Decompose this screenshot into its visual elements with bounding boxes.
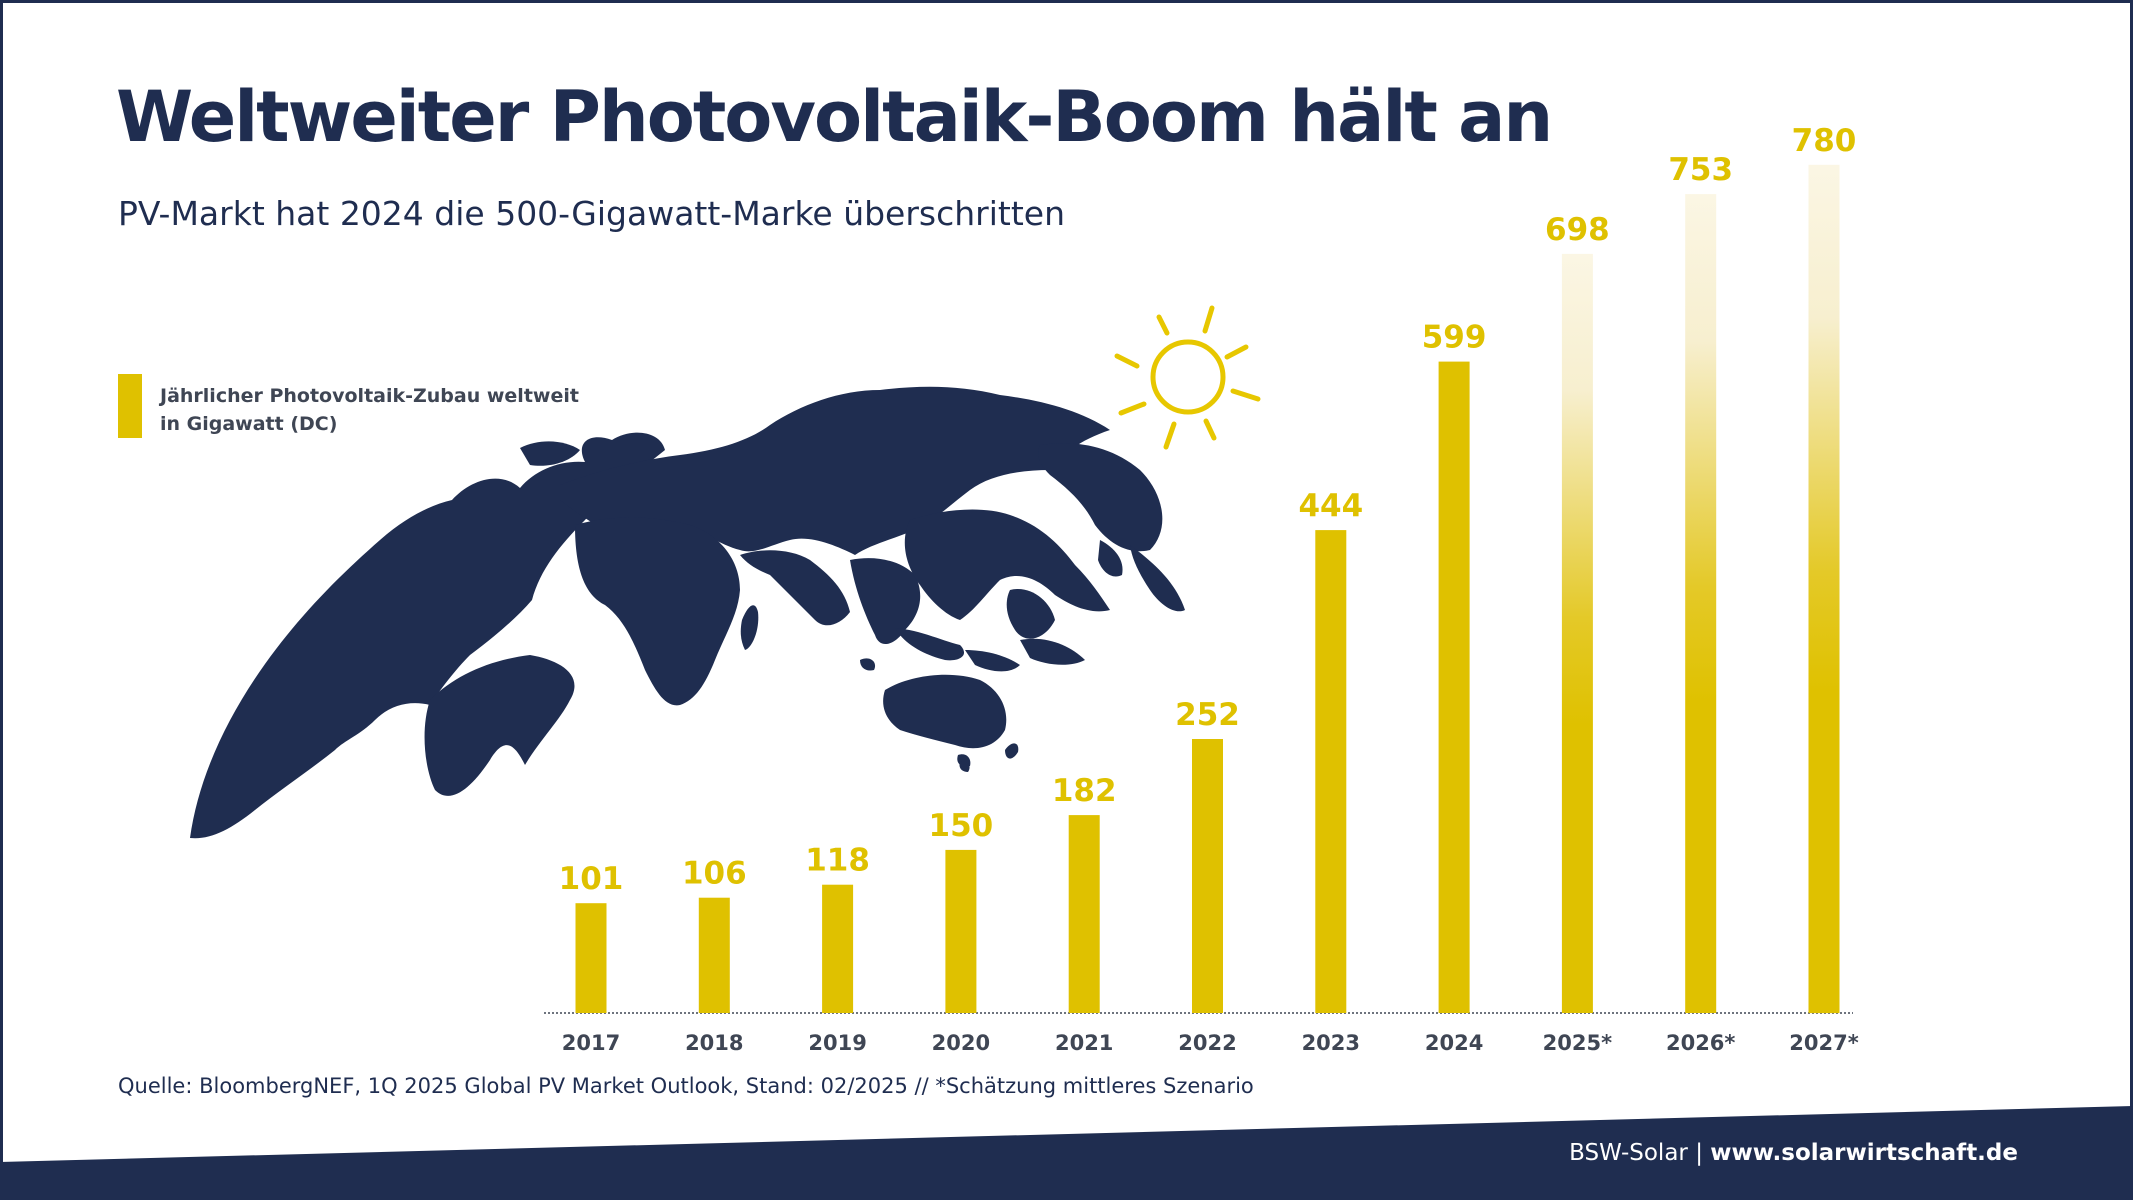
x-tick-label: 2025* xyxy=(1543,1031,1612,1055)
bar-2017 xyxy=(575,903,607,1013)
bar-2021 xyxy=(1068,815,1100,1013)
page-subtitle: PV-Markt hat 2024 die 500-Gigawatt-Marke… xyxy=(118,194,1066,233)
x-tick-label: 2022 xyxy=(1178,1031,1236,1055)
bar-2025-estimate xyxy=(1561,253,1593,1013)
bar-2019 xyxy=(822,884,854,1013)
legend-label: Jährlicher Photovoltaik-Zubau weltweit i… xyxy=(160,382,620,438)
x-tick-label: 2020 xyxy=(932,1031,990,1055)
globe-icon xyxy=(190,386,1185,839)
x-tick-label: 2024 xyxy=(1425,1031,1483,1055)
x-tick-label: 2026* xyxy=(1666,1031,1735,1055)
value-label: 698 xyxy=(1545,212,1610,248)
bar-2023 xyxy=(1315,530,1347,1013)
bar-2022 xyxy=(1192,739,1223,1013)
legend-swatch xyxy=(118,374,142,438)
x-tick-label: 2023 xyxy=(1302,1031,1360,1055)
value-labels-group: 101 106 118 150 182 252 444 599 698 753 780 xyxy=(559,123,1857,897)
source-note: Quelle: BloombergNEF, 1Q 2025 Global PV … xyxy=(118,1074,1254,1098)
bar-2020 xyxy=(945,849,977,1013)
footer-brand: BSW-Solar | www.solarwirtschaft.de xyxy=(1569,1140,2018,1166)
footer-separator: | xyxy=(1695,1140,1703,1166)
x-tick-label: 2021 xyxy=(1055,1031,1113,1055)
tick-labels-group: 2017 2018 2019 2020 2021 2022 2023 2024 2025* 202… xyxy=(562,1031,1859,1055)
x-tick-label: 2019 xyxy=(808,1031,866,1055)
value-label: 101 xyxy=(559,861,624,897)
footer-band xyxy=(0,1106,2133,1200)
value-label: 182 xyxy=(1052,773,1117,809)
bar-2018 xyxy=(698,897,730,1013)
bar-2027-estimate xyxy=(1808,164,1840,1014)
x-tick-label: 2018 xyxy=(685,1031,743,1055)
legend-line-1: Jährlicher Photovoltaik-Zubau weltweit xyxy=(160,385,579,407)
value-label: 252 xyxy=(1175,697,1240,733)
page-title: Weltweiter Photovoltaik-Boom hält an xyxy=(116,76,1553,158)
legend-line-2: in Gigawatt (DC) xyxy=(160,413,338,435)
value-label: 599 xyxy=(1422,320,1487,356)
value-label: 150 xyxy=(929,808,994,844)
footer-url-link[interactable]: www.solarwirtschaft.de xyxy=(1710,1140,2018,1166)
sun-icon xyxy=(1114,305,1261,450)
value-label: 753 xyxy=(1668,152,1733,188)
footer-brand-name: BSW-Solar xyxy=(1569,1140,1688,1166)
bar-2024 xyxy=(1438,361,1470,1014)
value-label: 106 xyxy=(682,856,747,892)
bar-2026-estimate xyxy=(1685,194,1717,1014)
value-label: 780 xyxy=(1792,123,1857,159)
value-label: 118 xyxy=(805,843,870,879)
x-tick-label: 2027* xyxy=(1789,1031,1858,1055)
value-label: 444 xyxy=(1298,488,1363,524)
x-tick-label: 2017 xyxy=(562,1031,620,1055)
bars-group xyxy=(575,164,1840,1014)
